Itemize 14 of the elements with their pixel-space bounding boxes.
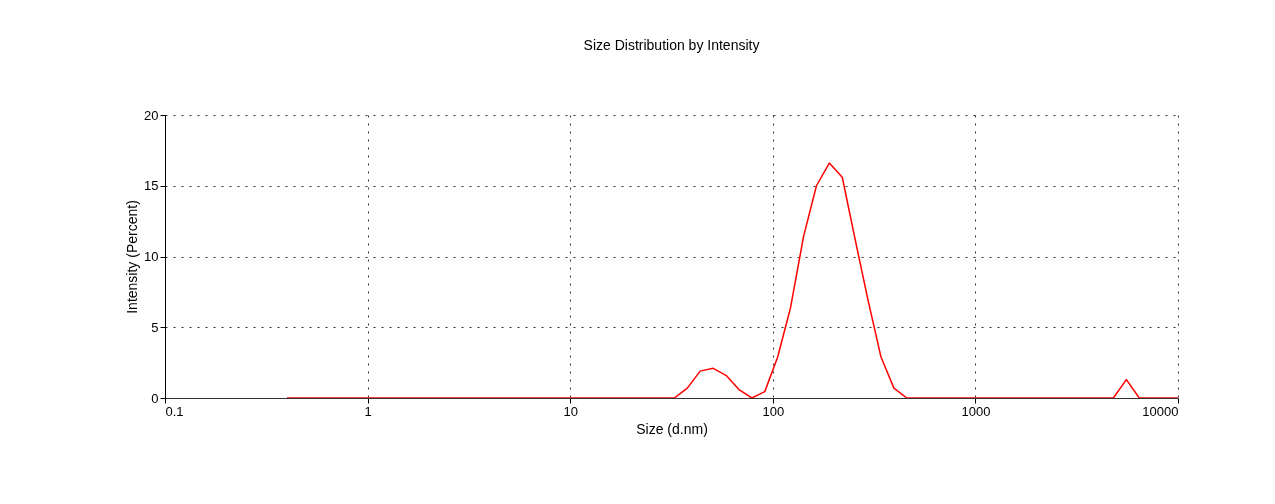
- y-tick-label: 15: [144, 178, 159, 194]
- y-tick-label: 5: [151, 319, 159, 335]
- y-axis-title: Intensity (Percent): [124, 200, 141, 314]
- x-tick-label: 0.1: [165, 403, 184, 419]
- x-tick-label: 1: [364, 403, 372, 419]
- chart-title: Size Distribution by Intensity: [583, 37, 760, 53]
- x-tick-label: 10: [563, 403, 578, 419]
- y-tick-label: 0: [151, 390, 159, 406]
- x-tick-label: 1000: [961, 403, 991, 419]
- x-tick-label: 100: [762, 403, 785, 419]
- y-tick-label: 10: [144, 249, 159, 264]
- x-axis-title: Size (d.nm): [636, 420, 708, 437]
- x-tick-label: 10000: [1142, 403, 1179, 419]
- y-tick-label: 20: [144, 107, 159, 123]
